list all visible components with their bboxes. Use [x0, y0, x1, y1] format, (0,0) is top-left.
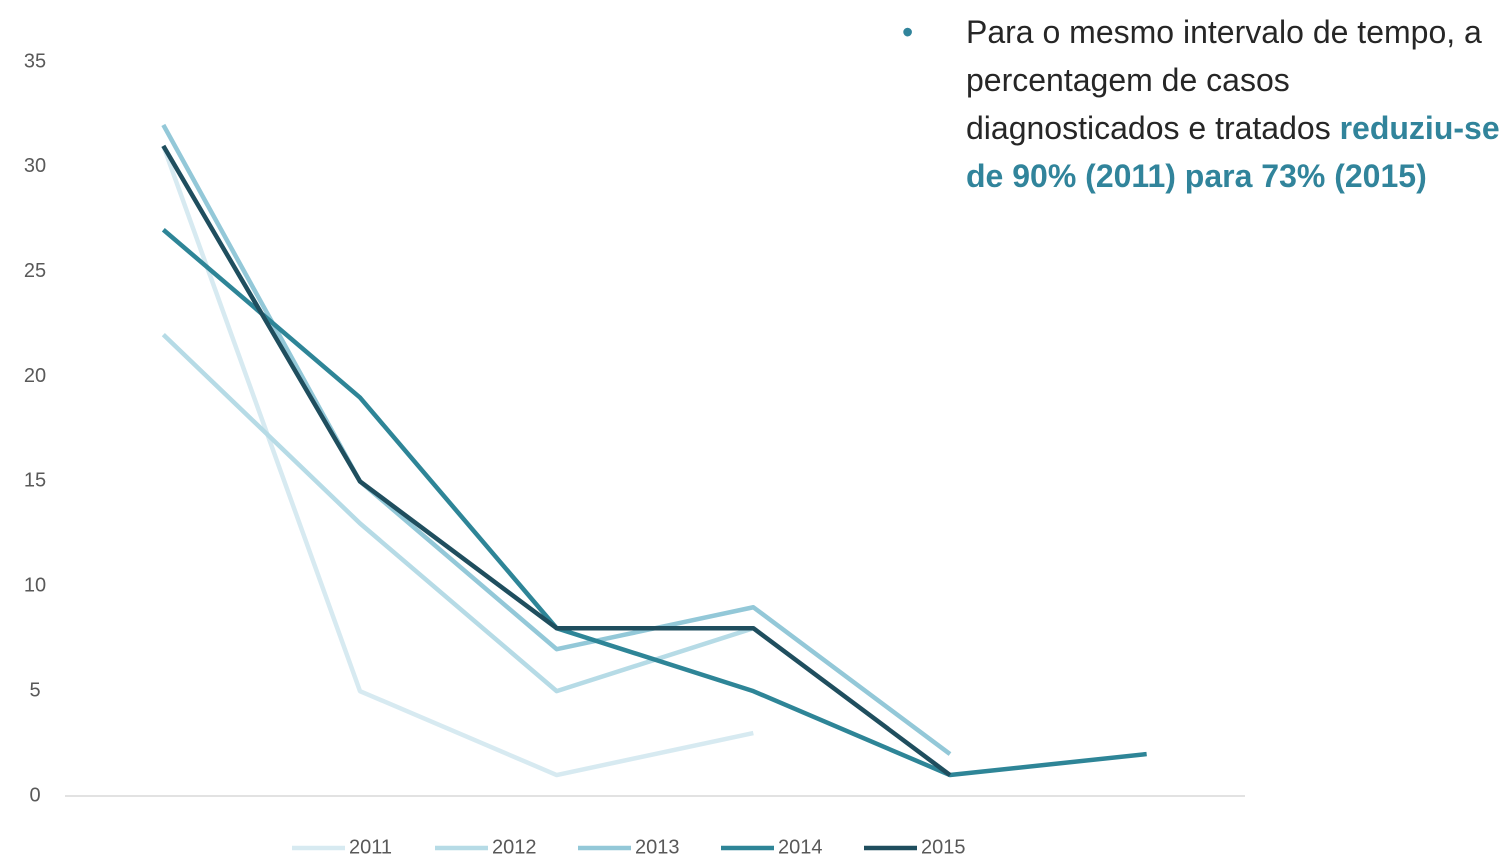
annotation-highlight: reduziu-se de 90% (2011) para 73% (2015) [966, 110, 1500, 194]
y-tick-label: 30 [24, 155, 46, 177]
legend-label: 2015 [921, 836, 966, 858]
series-line [161, 144, 952, 777]
y-tick-label: 10 [24, 575, 46, 597]
bullet: • [902, 14, 914, 50]
series-line [161, 228, 1147, 778]
series-line [161, 145, 754, 778]
y-tick-label: 0 [29, 784, 40, 806]
legend-label: 2013 [635, 836, 680, 858]
y-tick-label: 5 [29, 679, 40, 701]
series-line [161, 123, 952, 756]
legend-label: 2011 [349, 836, 392, 858]
y-tick-label: 35 [24, 50, 46, 72]
annotation: Para o mesmo intervalo de tempo, a perce… [966, 8, 1502, 200]
y-tick-label: 20 [24, 365, 46, 387]
annotation-text: Para o mesmo intervalo de tempo, a perce… [966, 14, 1482, 146]
legend-label: 2012 [492, 836, 537, 858]
y-tick-label: 15 [24, 470, 46, 492]
legend-label: 2014 [778, 836, 823, 858]
y-tick-label: 25 [24, 260, 46, 282]
